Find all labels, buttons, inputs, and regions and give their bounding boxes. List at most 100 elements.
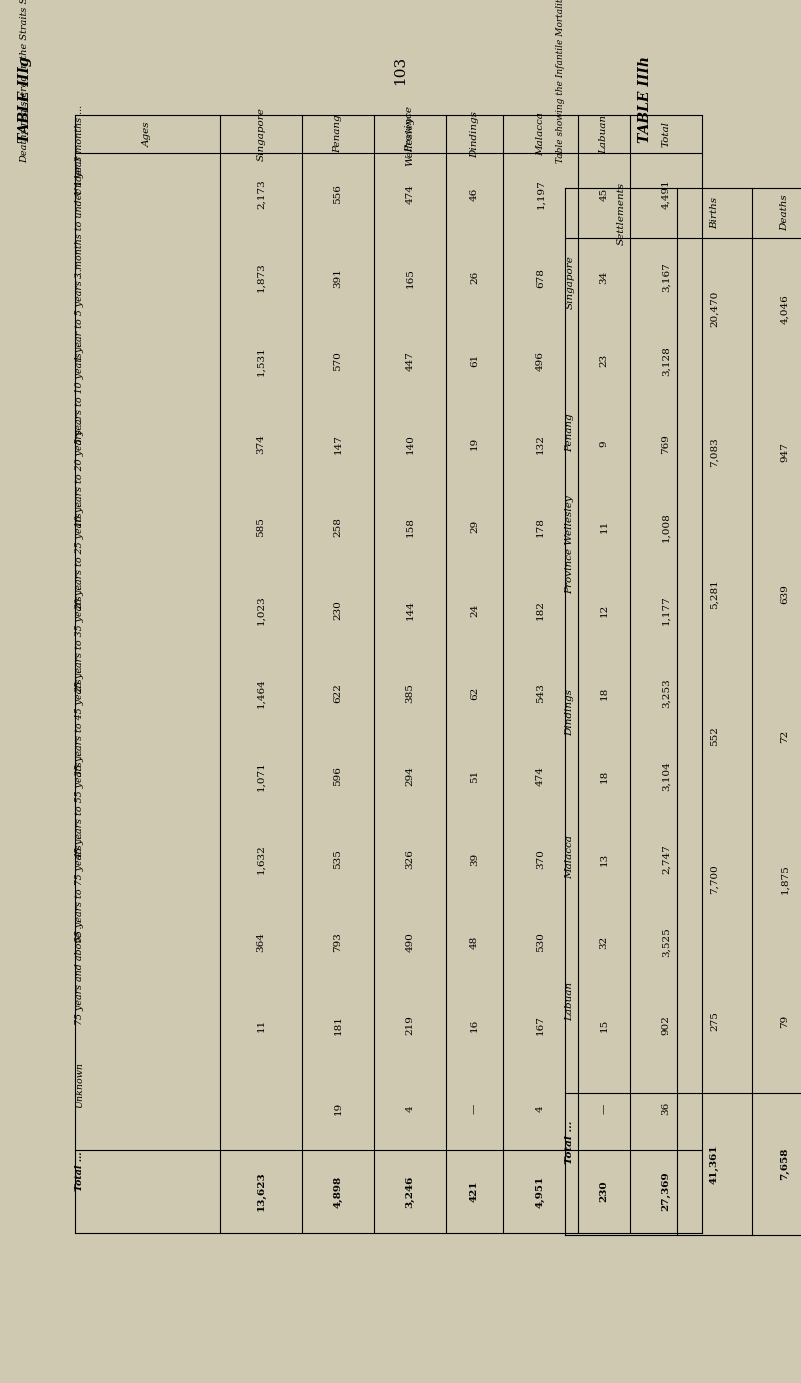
Text: Malacca: Malacca xyxy=(536,112,545,156)
Text: Total: Total xyxy=(662,120,670,147)
Text: 4,951: 4,951 xyxy=(536,1176,545,1207)
Text: 902: 902 xyxy=(662,1015,670,1036)
Text: 39: 39 xyxy=(470,852,479,866)
Text: 447: 447 xyxy=(405,351,414,371)
Text: 15: 15 xyxy=(599,1019,609,1032)
Text: 165: 165 xyxy=(405,268,414,288)
Text: 3 months to under 1 year: 3 months to under 1 year xyxy=(75,156,84,278)
Text: 496: 496 xyxy=(536,351,545,371)
Text: 1,008: 1,008 xyxy=(662,512,670,542)
Text: 132: 132 xyxy=(536,434,545,454)
Text: 140: 140 xyxy=(405,434,414,454)
Text: 678: 678 xyxy=(536,268,545,288)
Text: 181: 181 xyxy=(333,1015,343,1036)
Text: 585: 585 xyxy=(256,517,265,537)
Text: 370: 370 xyxy=(536,849,545,869)
Text: 947: 947 xyxy=(780,441,789,462)
Text: 4,898: 4,898 xyxy=(333,1176,343,1207)
Text: Penang: Penang xyxy=(566,414,574,452)
Text: 1,531: 1,531 xyxy=(256,346,265,376)
Text: Singapore: Singapore xyxy=(256,106,265,160)
Text: 1,023: 1,023 xyxy=(256,595,265,625)
Text: 530: 530 xyxy=(536,932,545,952)
Text: 18: 18 xyxy=(599,769,609,783)
Text: 46: 46 xyxy=(470,188,479,201)
Text: Unknown: Unknown xyxy=(75,1062,84,1108)
Text: Total ...: Total ... xyxy=(566,1120,574,1163)
Text: 182: 182 xyxy=(536,600,545,620)
Text: 16: 16 xyxy=(470,1019,479,1032)
Text: Dindings: Dindings xyxy=(470,111,479,158)
Text: 72: 72 xyxy=(780,730,789,743)
Text: Ages: Ages xyxy=(143,122,152,147)
Text: Singapore: Singapore xyxy=(566,256,574,310)
Text: 147: 147 xyxy=(333,434,343,454)
Text: 5 years to 10 years ...: 5 years to 10 years ... xyxy=(75,340,84,444)
Text: Malacca: Malacca xyxy=(566,835,574,880)
Text: 258: 258 xyxy=(333,517,343,537)
Text: 1,177: 1,177 xyxy=(662,595,670,625)
Text: Labuan: Labuan xyxy=(599,115,609,154)
Text: 364: 364 xyxy=(256,932,265,952)
Text: 1,197: 1,197 xyxy=(536,180,545,209)
Text: 10 years to 20 years ...: 10 years to 20 years ... xyxy=(75,418,84,527)
Text: 4,491: 4,491 xyxy=(662,180,670,209)
Text: 75 years and above ...: 75 years and above ... xyxy=(75,920,84,1025)
Text: 490: 490 xyxy=(405,932,414,952)
Text: 275: 275 xyxy=(710,1011,719,1032)
Text: 51: 51 xyxy=(470,769,479,783)
Text: 3,104: 3,104 xyxy=(662,761,670,791)
Text: 639: 639 xyxy=(780,584,789,604)
Text: 474: 474 xyxy=(536,766,545,786)
Text: 769: 769 xyxy=(662,434,670,454)
Text: 61: 61 xyxy=(470,354,479,368)
Text: 3,525: 3,525 xyxy=(662,928,670,957)
Text: 144: 144 xyxy=(405,600,414,620)
Text: 2,747: 2,747 xyxy=(662,844,670,874)
Text: —: — xyxy=(470,1104,479,1113)
Text: 35 years to 45 years ...: 35 years to 45 years ... xyxy=(75,667,84,776)
Text: 13: 13 xyxy=(599,852,609,866)
Text: 1,632: 1,632 xyxy=(256,844,265,874)
Text: 36: 36 xyxy=(662,1102,670,1115)
Text: 34: 34 xyxy=(599,271,609,285)
Text: TABLE IIIh: TABLE IIIh xyxy=(638,55,652,142)
Text: 570: 570 xyxy=(333,351,343,371)
Text: Wellesley: Wellesley xyxy=(405,116,414,166)
Text: 23: 23 xyxy=(599,354,609,368)
Text: Dindings: Dindings xyxy=(566,690,574,737)
Text: 55 years to 75 years ...: 55 years to 75 years ... xyxy=(75,833,84,942)
Text: Births: Births xyxy=(710,196,719,230)
Text: Province Wellesley: Province Wellesley xyxy=(566,495,574,595)
Text: 20 years to 25 years ...: 20 years to 25 years ... xyxy=(75,501,84,610)
Text: 552: 552 xyxy=(710,726,719,747)
Text: 13,623: 13,623 xyxy=(256,1171,265,1212)
Text: TABLE IIIg: TABLE IIIg xyxy=(18,57,32,142)
Text: 385: 385 xyxy=(405,683,414,703)
Text: 79: 79 xyxy=(780,1015,789,1028)
Text: 1,464: 1,464 xyxy=(256,678,265,708)
Text: 543: 543 xyxy=(536,683,545,703)
Text: 12: 12 xyxy=(599,603,609,617)
Text: 62: 62 xyxy=(470,686,479,700)
Text: 9: 9 xyxy=(599,440,609,447)
Text: Settlements: Settlements xyxy=(617,181,626,245)
Text: 7,658: 7,658 xyxy=(780,1148,789,1180)
Text: 4: 4 xyxy=(536,1105,545,1112)
Text: 48: 48 xyxy=(470,936,479,949)
Text: 19: 19 xyxy=(333,1102,343,1115)
Text: 11: 11 xyxy=(599,520,609,534)
Text: 622: 622 xyxy=(333,683,343,703)
Text: 24: 24 xyxy=(470,603,479,617)
Text: 41,361: 41,361 xyxy=(710,1144,719,1184)
Text: 294: 294 xyxy=(405,766,414,786)
Text: 556: 556 xyxy=(333,184,343,205)
Text: Deaths registered in the Straits Settlements in 1931 under different groups of A: Deaths registered in the Straits Settlem… xyxy=(21,0,30,163)
Text: 3,167: 3,167 xyxy=(662,263,670,292)
Text: 596: 596 xyxy=(333,766,343,786)
Text: 27,369: 27,369 xyxy=(662,1171,670,1212)
Text: 1,873: 1,873 xyxy=(256,263,265,292)
Text: 20,470: 20,470 xyxy=(710,290,719,328)
Text: 29: 29 xyxy=(470,520,479,534)
Text: 167: 167 xyxy=(536,1015,545,1036)
